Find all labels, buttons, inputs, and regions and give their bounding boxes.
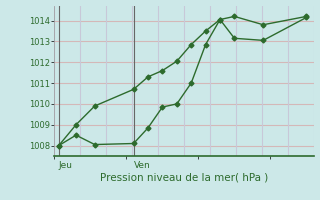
Text: Ven: Ven <box>134 161 150 170</box>
Text: Jeu: Jeu <box>59 161 73 170</box>
X-axis label: Pression niveau de la mer( hPa ): Pression niveau de la mer( hPa ) <box>100 173 268 183</box>
